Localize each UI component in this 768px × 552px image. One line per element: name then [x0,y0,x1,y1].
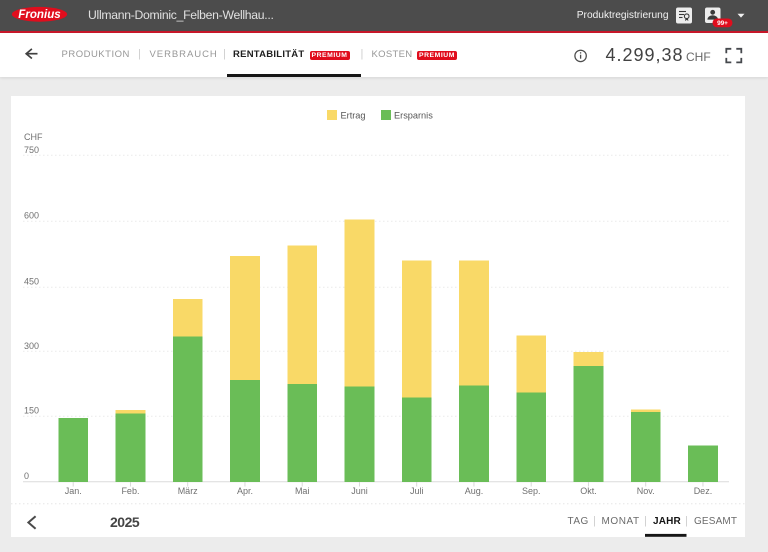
svg-text:MONAT: MONAT [602,516,640,527]
svg-text:März: März [178,486,198,496]
svg-text:600: 600 [24,211,39,221]
svg-text:450: 450 [24,277,39,287]
svg-text:Apr.: Apr. [237,486,253,496]
svg-text:GESAMT: GESAMT [694,516,737,527]
svg-text:Aug.: Aug. [465,486,484,496]
svg-text:Mai: Mai [295,486,310,496]
svg-text:0: 0 [24,471,29,481]
svg-text:Feb.: Feb. [121,486,139,496]
svg-text:300: 300 [24,341,39,351]
svg-text:|: | [593,515,596,527]
svg-text:Nov.: Nov. [637,486,655,496]
svg-text:2025: 2025 [110,514,140,530]
svg-text:CHF: CHF [24,132,43,142]
svg-text:Okt.: Okt. [580,486,597,496]
svg-text:Sep.: Sep. [522,486,541,496]
svg-text:Jan.: Jan. [65,486,82,496]
svg-text:|: | [644,515,647,527]
svg-text:Fronius: Fronius [18,8,61,21]
svg-text:99+: 99+ [717,20,728,27]
svg-text:JAHR: JAHR [653,516,681,527]
svg-text:Juli: Juli [410,486,424,496]
svg-text:|: | [685,515,688,527]
svg-text:TAG: TAG [568,516,589,527]
svg-text:Dez.: Dez. [694,486,713,496]
svg-text:Ersparnis: Ersparnis [394,110,433,120]
svg-text:Ertrag: Ertrag [341,110,366,120]
svg-text:Juni: Juni [351,486,368,496]
svg-text:750: 750 [24,145,39,155]
svg-text:150: 150 [24,406,39,416]
